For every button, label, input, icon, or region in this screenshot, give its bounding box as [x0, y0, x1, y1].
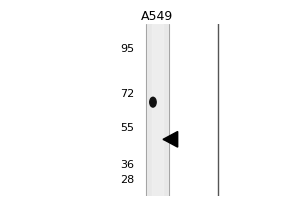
Text: 28: 28 — [120, 175, 134, 185]
Text: 36: 36 — [120, 160, 134, 170]
Ellipse shape — [150, 97, 156, 107]
Bar — [146, 24, 169, 196]
Polygon shape — [163, 132, 178, 147]
Text: 55: 55 — [120, 123, 134, 133]
Bar — [152, 24, 163, 196]
Text: 72: 72 — [120, 89, 134, 99]
Text: 95: 95 — [120, 44, 134, 54]
Text: A549: A549 — [141, 10, 173, 23]
